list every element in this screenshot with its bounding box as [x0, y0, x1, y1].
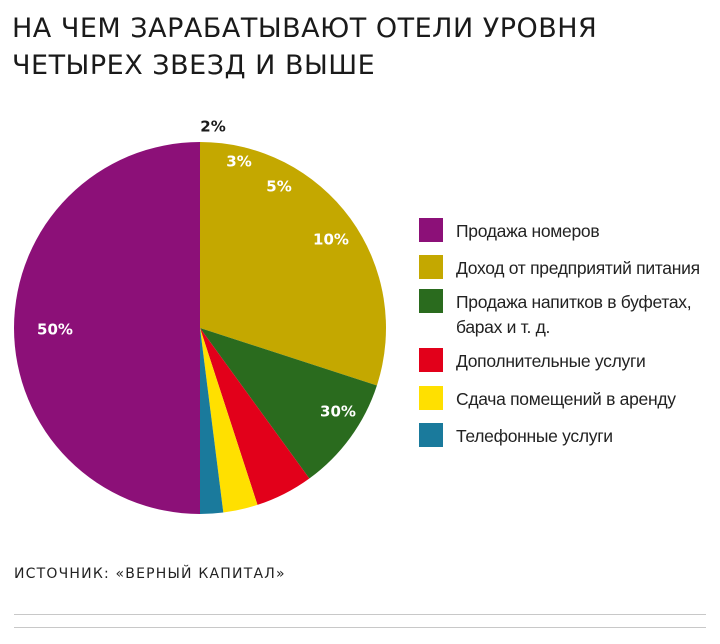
legend-label-line: Доход от предприятий питания: [456, 258, 700, 278]
legend-label-line: Дополнительные услуги: [456, 351, 646, 371]
pie-slice-6: [200, 328, 224, 514]
legend-swatch-1: [419, 218, 443, 242]
legend-label-4: Дополнительные услуги: [456, 349, 718, 374]
legend-swatch-6: [419, 423, 443, 447]
divider-line-bottom: [14, 627, 706, 628]
pie-slice-1: [14, 142, 200, 514]
legend-label-line: Продажа напитков в буфетах,: [456, 292, 692, 312]
legend-label-line: Продажа номеров: [456, 221, 600, 241]
slice-value-label-5: 3%: [226, 153, 251, 171]
pie-slice-4: [200, 328, 310, 505]
pie-slice-2: [200, 142, 386, 386]
legend-label-5: Сдача помещений в аренду: [456, 387, 718, 412]
chart-title-line-2: ЧЕТЫРЕХ ЗВЕЗД И ВЫШЕ: [12, 50, 376, 81]
slice-value-label-4: 5%: [266, 178, 291, 196]
pie-chart: 50% 30% 10% 5% 3%2%: [14, 118, 386, 514]
divider-line-top: [14, 614, 706, 615]
legend-swatch-3: [419, 289, 443, 313]
legend-label-2: Доход от предприятий питания: [456, 256, 718, 281]
legend-label-6: Телефонные услуги: [456, 424, 718, 449]
slice-value-label-2: 30%: [320, 403, 356, 421]
legend-label-3: Продажа напитков в буфетах, барах и т. д.: [456, 290, 718, 340]
slice-value-label-3: 10%: [313, 231, 349, 249]
legend-label-line: барах и т. д.: [456, 317, 551, 337]
legend-swatch-5: [419, 386, 443, 410]
chart-title-line-1: НА ЧЕМ ЗАРАБАТЫВАЮТ ОТЕЛИ УРОВНЯ: [12, 13, 598, 44]
pie-slice-3: [200, 328, 377, 479]
source-note: ИСТОЧНИК: «ВЕРНЫЙ КАПИТАЛ»: [14, 566, 286, 582]
legend-label-line: Телефонные услуги: [456, 426, 613, 446]
pie-slice-5: [200, 328, 258, 513]
legend-label-1: Продажа номеров: [456, 219, 718, 244]
legend-label-line: Сдача помещений в аренду: [456, 389, 676, 409]
legend-swatch-4: [419, 348, 443, 372]
chart-title: НА ЧЕМ ЗАРАБАТЫВАЮТ ОТЕЛИ УРОВНЯ ЧЕТЫРЕХ…: [12, 10, 712, 84]
slice-value-label-1: 50%: [37, 321, 73, 339]
slice-value-label-6: 2%: [200, 118, 225, 136]
legend-swatch-2: [419, 255, 443, 279]
